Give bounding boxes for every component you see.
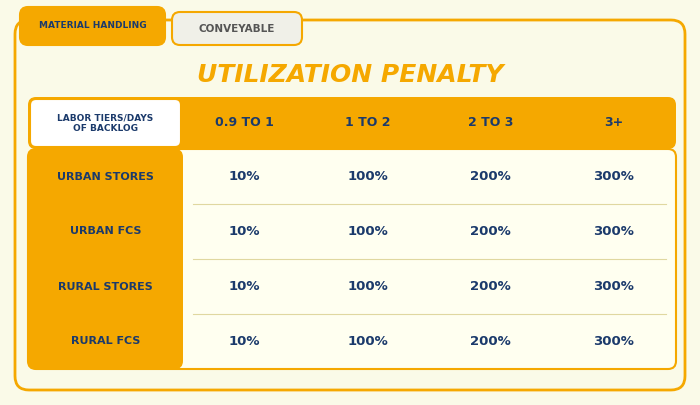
- Text: 300%: 300%: [594, 170, 634, 183]
- Text: CONVEYABLE: CONVEYABLE: [199, 23, 275, 34]
- FancyBboxPatch shape: [15, 20, 685, 390]
- Text: 3+: 3+: [604, 117, 624, 130]
- Text: 10%: 10%: [229, 170, 260, 183]
- Text: 200%: 200%: [470, 170, 511, 183]
- Text: UTILIZATION PENALTY: UTILIZATION PENALTY: [197, 63, 503, 87]
- Text: 300%: 300%: [594, 335, 634, 348]
- Text: LABOR TIERS/DAYS
OF BACKLOG: LABOR TIERS/DAYS OF BACKLOG: [57, 113, 153, 133]
- Text: 300%: 300%: [594, 225, 634, 238]
- FancyBboxPatch shape: [28, 149, 676, 369]
- FancyBboxPatch shape: [172, 12, 302, 45]
- Text: MATERIAL HANDLING: MATERIAL HANDLING: [38, 21, 146, 30]
- Text: 200%: 200%: [470, 225, 511, 238]
- Text: 1 TO 2: 1 TO 2: [344, 117, 391, 130]
- Text: URBAN STORES: URBAN STORES: [57, 171, 154, 181]
- Text: 10%: 10%: [229, 335, 260, 348]
- Text: RURAL FCS: RURAL FCS: [71, 337, 140, 347]
- Text: 2 TO 3: 2 TO 3: [468, 117, 513, 130]
- FancyBboxPatch shape: [28, 149, 183, 369]
- Text: URBAN FCS: URBAN FCS: [70, 226, 141, 237]
- Text: 0.9 TO 1: 0.9 TO 1: [215, 117, 274, 130]
- Text: 100%: 100%: [347, 170, 388, 183]
- Text: RURAL STORES: RURAL STORES: [58, 281, 153, 292]
- Text: 10%: 10%: [229, 280, 260, 293]
- FancyBboxPatch shape: [20, 7, 165, 45]
- FancyBboxPatch shape: [30, 99, 181, 147]
- FancyBboxPatch shape: [28, 97, 676, 149]
- Text: 300%: 300%: [594, 280, 634, 293]
- Text: 100%: 100%: [347, 335, 388, 348]
- Text: 10%: 10%: [229, 225, 260, 238]
- Text: 100%: 100%: [347, 225, 388, 238]
- Text: 100%: 100%: [347, 280, 388, 293]
- Text: 200%: 200%: [470, 335, 511, 348]
- Text: 200%: 200%: [470, 280, 511, 293]
